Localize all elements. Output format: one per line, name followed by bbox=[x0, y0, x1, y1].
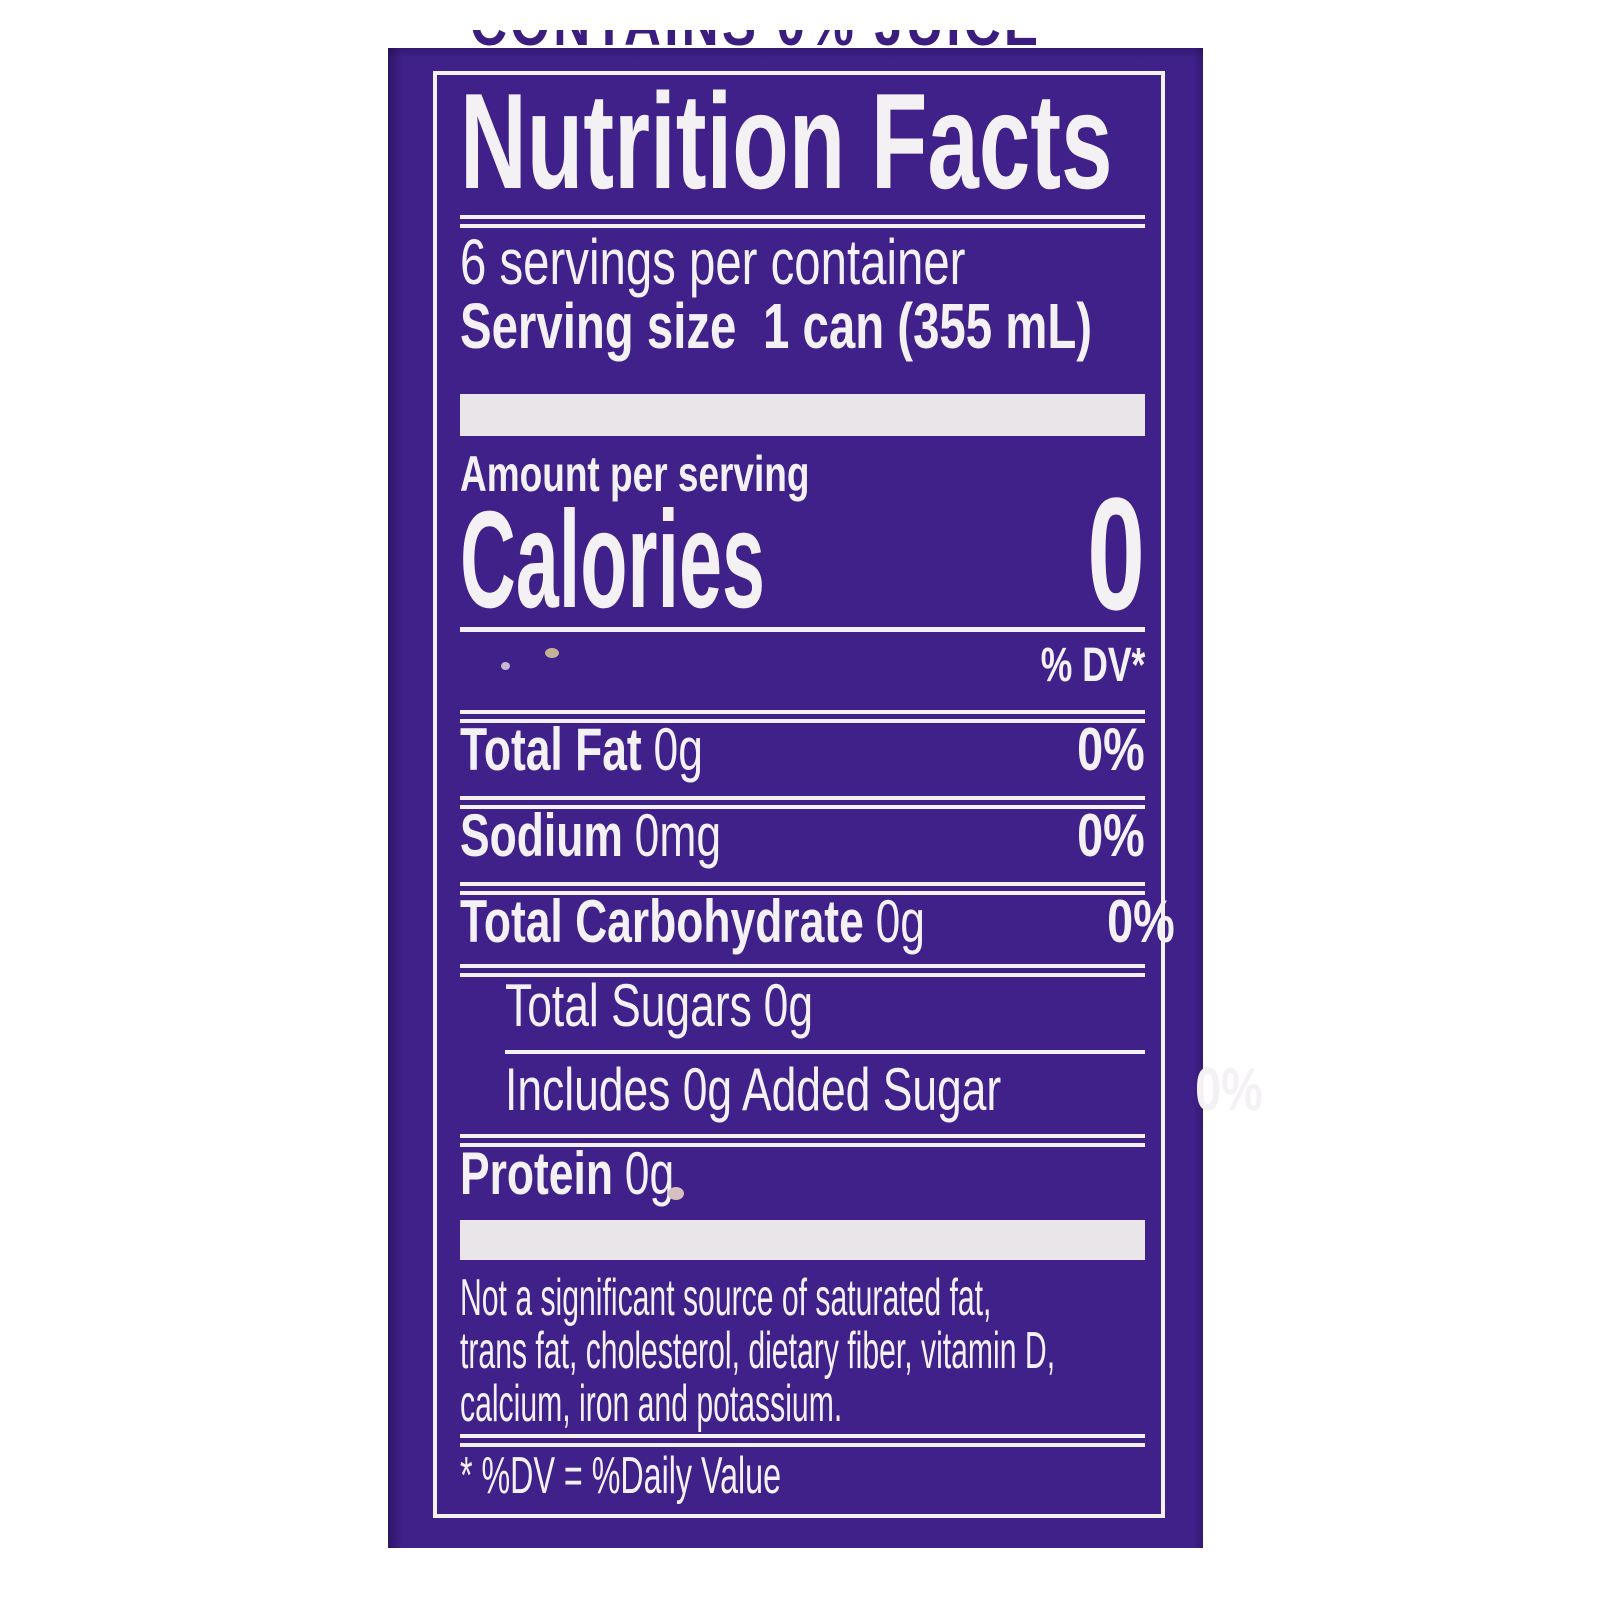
thick-divider-bar bbox=[460, 1220, 1145, 1260]
nutrient-name: Total Sugars bbox=[505, 972, 752, 1039]
nutrient-amount: 0mg bbox=[634, 802, 722, 869]
nutrient-name: Sodium bbox=[460, 802, 623, 869]
percent-dv-header: % DV* bbox=[1040, 639, 1145, 692]
nutrient-dv: 0% bbox=[1077, 716, 1145, 783]
footnote-line: calcium, iron and potassium. bbox=[460, 1375, 843, 1433]
nutrient-amount: 0g bbox=[624, 1140, 675, 1207]
separator-double-rule bbox=[460, 1434, 1145, 1447]
nutrient-dv: 0% bbox=[1077, 802, 1145, 869]
calories-row: Calories 0 bbox=[460, 474, 1145, 634]
nutrient-amount: 0g bbox=[875, 888, 925, 955]
panel-border-frame bbox=[433, 71, 1165, 1518]
separator-double-rule bbox=[460, 215, 1145, 228]
calories-value: 0 bbox=[1087, 464, 1145, 643]
panel-content: Nutrition Facts 6 servings per container… bbox=[460, 48, 1262, 1548]
footnote-line: Not a significant source of saturated fa… bbox=[460, 1269, 992, 1327]
separator-rule-indented bbox=[505, 1050, 1145, 1054]
nutrition-facts-title: Nutrition Facts bbox=[460, 65, 1113, 217]
nutrient-row-total-sugars: Total Sugars 0g bbox=[505, 976, 1145, 1036]
not-significant-source-footnote: Not a significant source of saturated fa… bbox=[460, 1272, 1486, 1431]
serving-size-row: Serving size 1 can (355 mL) bbox=[460, 294, 1314, 358]
separator-double-rule bbox=[460, 964, 1145, 977]
cropped-top-text: CONTAINS 0% JUICE bbox=[470, 30, 1110, 48]
separator-double-rule bbox=[460, 796, 1145, 809]
nutrient-row-total-carbohydrate: Total Carbohydrate 0g 0% bbox=[460, 892, 1175, 952]
nutrient-row-added-sugar: Includes 0g Added Sugar 0% bbox=[505, 1060, 1262, 1120]
nutrient-dv: 0% bbox=[1194, 1056, 1263, 1123]
nutrient-row-total-fat: Total Fat 0g 0% bbox=[460, 720, 1145, 780]
calories-label: Calories bbox=[460, 483, 765, 637]
daily-value-definition: * %DV = %Daily Value bbox=[460, 1447, 782, 1505]
nutrient-name: Total Carbohydrate bbox=[460, 888, 864, 955]
nutrient-dv: 0% bbox=[1107, 888, 1176, 955]
separator-double-rule bbox=[460, 1134, 1145, 1147]
thick-divider-bar bbox=[460, 394, 1145, 436]
nutrient-name: Total Fat bbox=[460, 716, 642, 783]
separator-double-rule bbox=[460, 882, 1145, 895]
serving-size-value: 1 can (355 mL) bbox=[763, 290, 1093, 362]
nutrient-amount: 0g bbox=[763, 972, 814, 1039]
amount-per-serving-label: Amount per serving bbox=[460, 446, 810, 502]
nutrient-row-protein: Protein 0g bbox=[460, 1144, 1145, 1204]
footnote-line: trans fat, cholesterol, dietary fiber, v… bbox=[460, 1322, 1056, 1380]
nutrition-facts-panel: Nutrition Facts 6 servings per container… bbox=[388, 48, 1262, 1548]
cropped-top-text-label: CONTAINS 0% JUICE bbox=[470, 30, 1038, 48]
separator-rule bbox=[460, 627, 1145, 632]
nutrient-name: Includes 0g Added Sugar bbox=[505, 1056, 1002, 1123]
nutrient-name: Protein bbox=[460, 1140, 613, 1207]
servings-per-container: 6 servings per container bbox=[460, 226, 966, 298]
nutrient-row-sodium: Sodium 0mg 0% bbox=[460, 806, 1145, 866]
separator-double-rule bbox=[460, 710, 1145, 723]
nutrient-amount: 0g bbox=[653, 716, 703, 783]
serving-size-label: Serving size bbox=[460, 290, 737, 362]
